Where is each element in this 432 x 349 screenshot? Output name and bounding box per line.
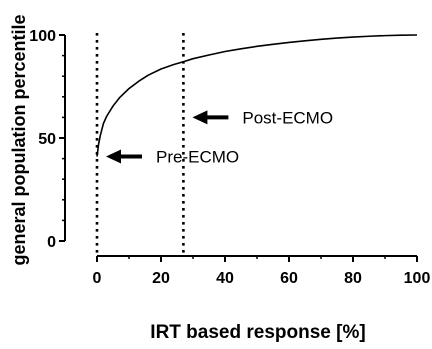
x-axis-label: IRT based response [%] (150, 322, 365, 343)
y-tick-label: 50 (38, 131, 56, 148)
annotations: Pre-ECMO Post-ECMO (106, 108, 333, 167)
reference-lines (95, 33, 185, 255)
y-tick-label: 100 (29, 28, 56, 45)
axes: 0 50 100 0 20 40 60 80 100 (29, 28, 430, 287)
x-tick-label: 60 (280, 270, 298, 287)
y-tick-label: 0 (47, 234, 56, 251)
y-axis-label: general population percentile (9, 14, 29, 265)
annotation-arrowhead (106, 149, 121, 164)
annotation-label: Pre-ECMO (156, 148, 239, 167)
x-tick-label: 20 (152, 270, 170, 287)
x-tick-label: 100 (404, 270, 431, 287)
annotation-label: Post-ECMO (242, 108, 333, 127)
x-tick-label: 0 (93, 270, 102, 287)
x-tick-label: 40 (216, 270, 234, 287)
series-line (96, 34, 418, 157)
x-tick-label: 80 (344, 270, 362, 287)
annotation-arrowhead (192, 110, 208, 125)
series-layer (96, 34, 418, 157)
